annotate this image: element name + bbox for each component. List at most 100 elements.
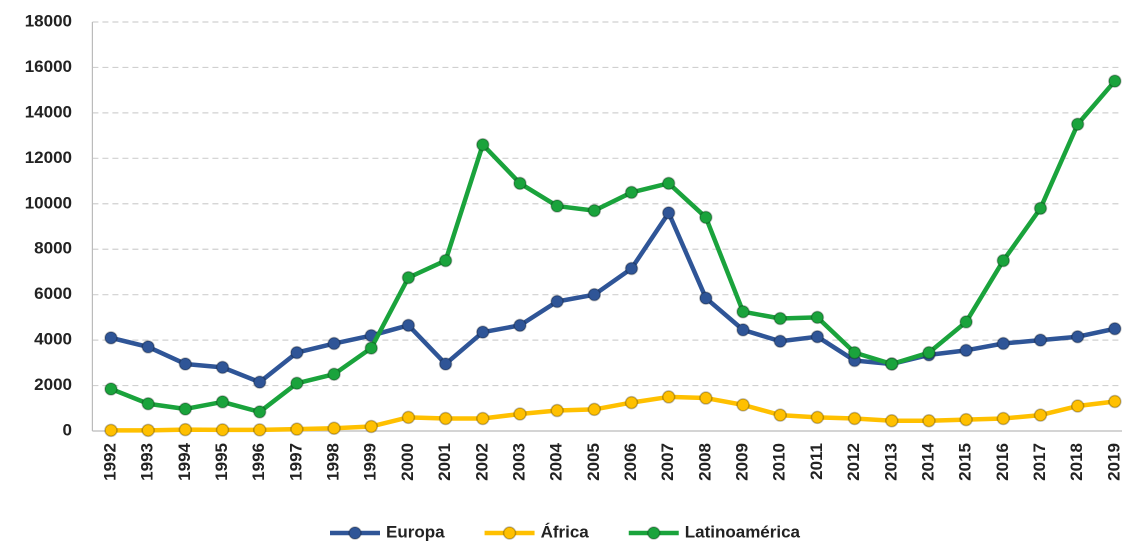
data-point xyxy=(290,422,304,436)
legend-marker xyxy=(647,526,661,540)
data-point xyxy=(513,407,527,421)
data-point xyxy=(810,310,825,325)
data-point xyxy=(736,323,750,337)
x-tick-label: 2015 xyxy=(956,443,975,481)
data-point xyxy=(996,336,1011,351)
y-tick-label: 10000 xyxy=(25,193,72,212)
data-point xyxy=(1108,394,1122,409)
data-point xyxy=(773,334,787,348)
data-point xyxy=(364,419,378,434)
data-point xyxy=(215,360,230,375)
y-tick-label: 4000 xyxy=(34,330,72,349)
data-point xyxy=(1033,201,1048,216)
x-tick-label: 2007 xyxy=(658,443,677,481)
data-point xyxy=(364,341,378,355)
x-tick-label: 2019 xyxy=(1104,443,1123,481)
data-point xyxy=(885,357,899,371)
data-point xyxy=(885,414,899,428)
x-tick-label: 2017 xyxy=(1030,443,1049,481)
data-point xyxy=(215,395,230,409)
y-tick-label: 2000 xyxy=(34,375,72,394)
data-point xyxy=(141,423,155,438)
data-point xyxy=(624,261,639,276)
data-point xyxy=(104,423,118,438)
data-point xyxy=(661,176,676,191)
x-tick-label: 2001 xyxy=(435,443,454,481)
data-point xyxy=(438,253,453,268)
data-point xyxy=(104,331,118,345)
data-point xyxy=(624,185,639,200)
data-point xyxy=(959,343,973,358)
data-point xyxy=(550,199,564,213)
x-tick-label: 1999 xyxy=(361,443,380,481)
x-tick-label: 2006 xyxy=(621,443,640,481)
y-tick-label: 0 xyxy=(63,420,72,439)
data-point xyxy=(141,340,155,354)
x-tick-label: 1996 xyxy=(249,443,268,481)
x-tick-label: 2008 xyxy=(695,443,714,481)
x-tick-label: 1993 xyxy=(138,443,157,481)
legend-label: África xyxy=(541,522,590,541)
data-point xyxy=(587,402,602,417)
legend-label: Europa xyxy=(386,522,445,541)
data-point xyxy=(252,405,267,419)
data-point xyxy=(401,410,416,425)
data-point xyxy=(513,318,527,333)
x-tick-label: 2011 xyxy=(807,443,826,480)
data-point xyxy=(922,345,936,360)
x-tick-label: 2003 xyxy=(509,443,528,481)
data-point xyxy=(1108,74,1122,88)
data-point xyxy=(810,329,825,344)
data-point xyxy=(550,294,564,309)
data-point xyxy=(661,206,676,220)
y-tick-label: 8000 xyxy=(34,239,72,258)
data-point xyxy=(401,318,416,333)
x-tick-label: 2014 xyxy=(918,442,937,480)
data-point xyxy=(1070,117,1085,131)
data-point xyxy=(178,402,193,416)
data-point xyxy=(178,422,193,437)
data-point xyxy=(327,336,341,351)
series-line xyxy=(110,394,1116,433)
data-point xyxy=(959,315,973,329)
data-point xyxy=(290,376,304,391)
y-tick-label: 14000 xyxy=(25,102,72,121)
data-point xyxy=(550,403,564,418)
data-point xyxy=(624,395,639,410)
data-point xyxy=(587,203,602,218)
x-tick-label: 2002 xyxy=(472,443,491,481)
x-tick-label: 2004 xyxy=(547,442,566,480)
data-point xyxy=(847,345,862,360)
data-point xyxy=(476,411,490,426)
data-point xyxy=(959,412,973,427)
data-point xyxy=(699,391,713,405)
data-point xyxy=(736,304,750,319)
x-tick-label: 2005 xyxy=(584,443,603,481)
legend-marker xyxy=(348,526,362,540)
x-tick-label: 2000 xyxy=(398,443,417,481)
data-point xyxy=(1033,333,1048,347)
data-point xyxy=(587,287,602,302)
data-point xyxy=(327,367,341,381)
y-tick-label: 18000 xyxy=(25,11,72,30)
series-line xyxy=(110,79,1117,415)
data-point xyxy=(327,421,341,436)
x-tick-label: 1992 xyxy=(100,443,119,481)
x-tick-label: 1994 xyxy=(175,442,194,480)
y-tick-label: 6000 xyxy=(34,284,72,303)
series-line xyxy=(110,210,1116,385)
data-point xyxy=(476,137,490,152)
data-point xyxy=(773,408,787,422)
data-point xyxy=(699,210,713,225)
x-tick-label: 1995 xyxy=(212,443,231,481)
data-point xyxy=(252,375,267,389)
x-tick-label: 2013 xyxy=(881,443,900,481)
data-point xyxy=(996,253,1011,268)
y-tick-label: 16000 xyxy=(25,57,72,76)
x-tick-label: 2010 xyxy=(770,443,789,481)
data-point xyxy=(922,414,936,428)
data-point xyxy=(661,390,676,404)
legend-label: Latinoamérica xyxy=(685,522,801,541)
x-tick-label: 2012 xyxy=(844,443,863,481)
